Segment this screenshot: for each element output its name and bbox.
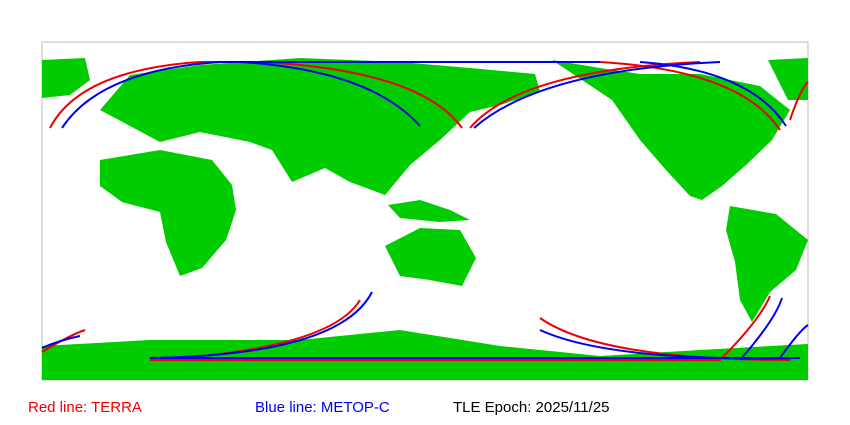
tle-epoch: TLE Epoch: 2025/11/25 <box>453 399 610 416</box>
land <box>42 58 808 380</box>
ground-tracks <box>41 61 809 361</box>
legend-terra: Red line: TERRA <box>28 399 142 416</box>
legend-metop: Blue line: METOP-C <box>255 399 390 416</box>
